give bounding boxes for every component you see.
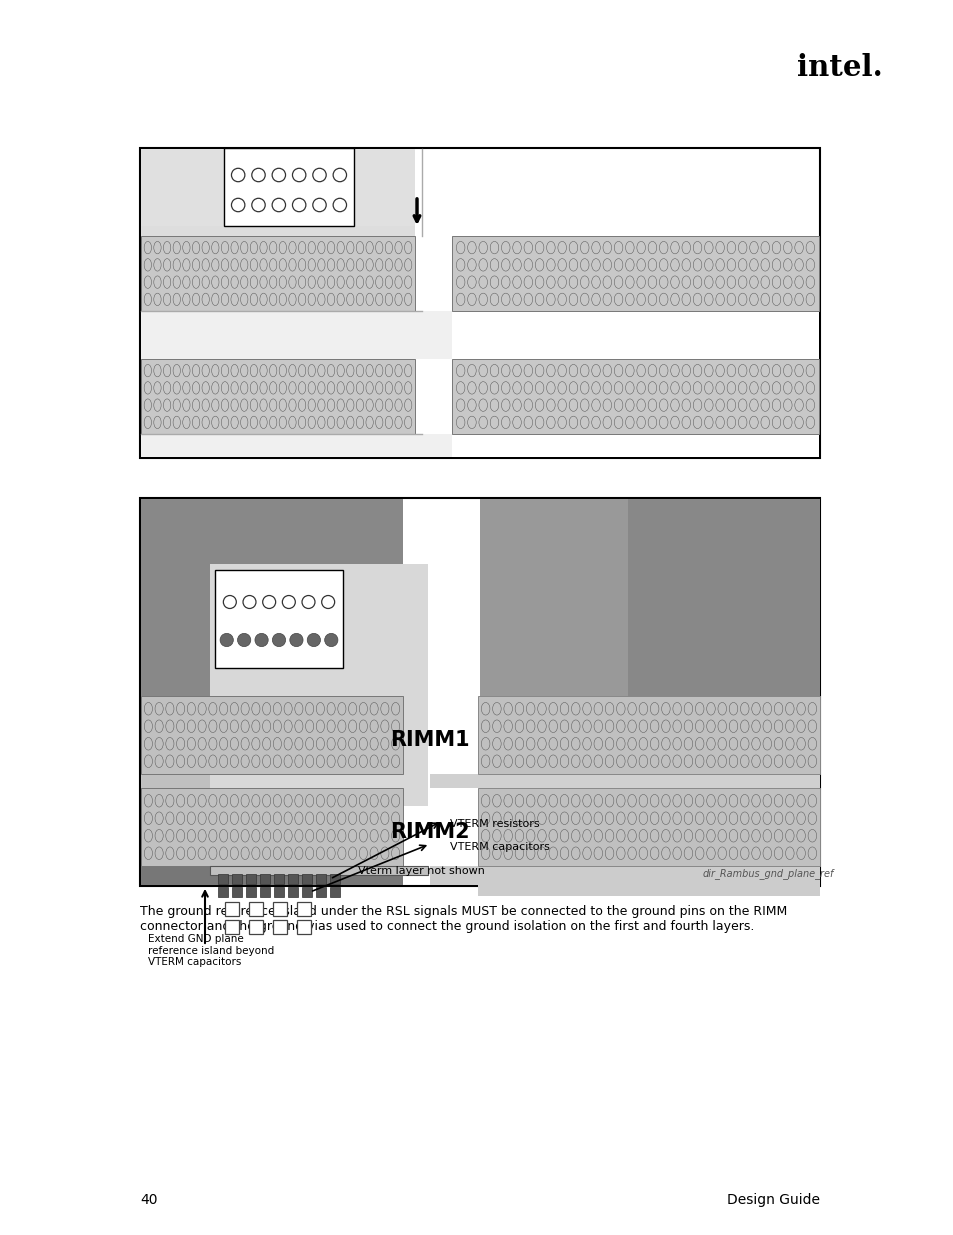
Bar bbox=[141, 226, 415, 314]
Text: RIMM1: RIMM1 bbox=[390, 730, 469, 750]
Bar bbox=[330, 874, 339, 884]
Circle shape bbox=[307, 634, 320, 647]
Bar bbox=[224, 148, 354, 226]
Bar bbox=[273, 902, 287, 916]
Bar bbox=[249, 920, 263, 934]
Bar bbox=[274, 887, 284, 897]
Bar bbox=[141, 236, 415, 311]
Bar bbox=[260, 874, 270, 884]
Circle shape bbox=[237, 634, 251, 647]
Bar bbox=[296, 902, 311, 916]
Bar bbox=[477, 866, 820, 897]
Circle shape bbox=[220, 634, 233, 647]
Bar bbox=[246, 887, 255, 897]
Bar bbox=[479, 499, 820, 699]
Bar bbox=[274, 874, 284, 884]
Bar bbox=[302, 874, 312, 884]
Bar bbox=[232, 887, 242, 897]
Bar bbox=[214, 571, 343, 668]
Bar bbox=[218, 887, 228, 897]
Bar bbox=[246, 874, 255, 884]
Text: intеl.: intеl. bbox=[797, 53, 882, 83]
Text: Vterm layer not shown: Vterm layer not shown bbox=[357, 866, 484, 876]
Bar bbox=[477, 788, 820, 866]
Text: connector and the ground vias used to connect the ground isolation on the first : connector and the ground vias used to co… bbox=[140, 920, 754, 932]
Bar bbox=[225, 920, 239, 934]
Bar bbox=[452, 433, 818, 457]
Bar bbox=[210, 564, 428, 806]
Bar bbox=[141, 788, 402, 866]
Bar bbox=[141, 866, 402, 885]
Bar bbox=[232, 874, 242, 884]
Text: VTERM capacitors: VTERM capacitors bbox=[450, 842, 549, 852]
Circle shape bbox=[254, 634, 268, 647]
Bar bbox=[452, 359, 818, 433]
Bar bbox=[477, 697, 820, 774]
Circle shape bbox=[273, 634, 285, 647]
Bar bbox=[452, 236, 818, 311]
Bar bbox=[249, 902, 263, 916]
Text: Extend GND plane
reference island beyond
VTERM capacitors: Extend GND plane reference island beyond… bbox=[148, 934, 274, 967]
Bar bbox=[225, 902, 239, 916]
Text: Design Guide: Design Guide bbox=[726, 1193, 820, 1207]
Text: dir_Rambus_gnd_plane_ref: dir_Rambus_gnd_plane_ref bbox=[701, 868, 833, 879]
Bar bbox=[430, 774, 820, 788]
Bar bbox=[288, 887, 297, 897]
Bar bbox=[296, 920, 311, 934]
Text: RIMM2: RIMM2 bbox=[390, 823, 469, 842]
Bar bbox=[330, 887, 339, 897]
Bar bbox=[141, 311, 818, 359]
Bar bbox=[288, 874, 297, 884]
Bar bbox=[141, 149, 415, 457]
Bar bbox=[141, 433, 818, 457]
Bar bbox=[141, 697, 402, 774]
Bar bbox=[302, 887, 312, 897]
Bar bbox=[140, 148, 820, 458]
Bar bbox=[260, 887, 270, 897]
Text: The ground reference island under the RSL signals MUST be connected to the groun: The ground reference island under the RS… bbox=[140, 905, 786, 918]
Bar bbox=[210, 866, 428, 876]
Bar bbox=[141, 774, 402, 788]
Bar bbox=[218, 874, 228, 884]
Text: VTERM resistors: VTERM resistors bbox=[450, 819, 539, 829]
Bar bbox=[141, 359, 415, 433]
Circle shape bbox=[324, 634, 337, 647]
Bar bbox=[140, 498, 820, 885]
Text: 40: 40 bbox=[140, 1193, 157, 1207]
Bar bbox=[315, 887, 326, 897]
Circle shape bbox=[290, 634, 303, 647]
Bar bbox=[430, 866, 820, 885]
Bar bbox=[452, 311, 818, 359]
Bar bbox=[627, 499, 820, 699]
Bar bbox=[141, 499, 402, 885]
Bar bbox=[273, 920, 287, 934]
Bar bbox=[315, 874, 326, 884]
